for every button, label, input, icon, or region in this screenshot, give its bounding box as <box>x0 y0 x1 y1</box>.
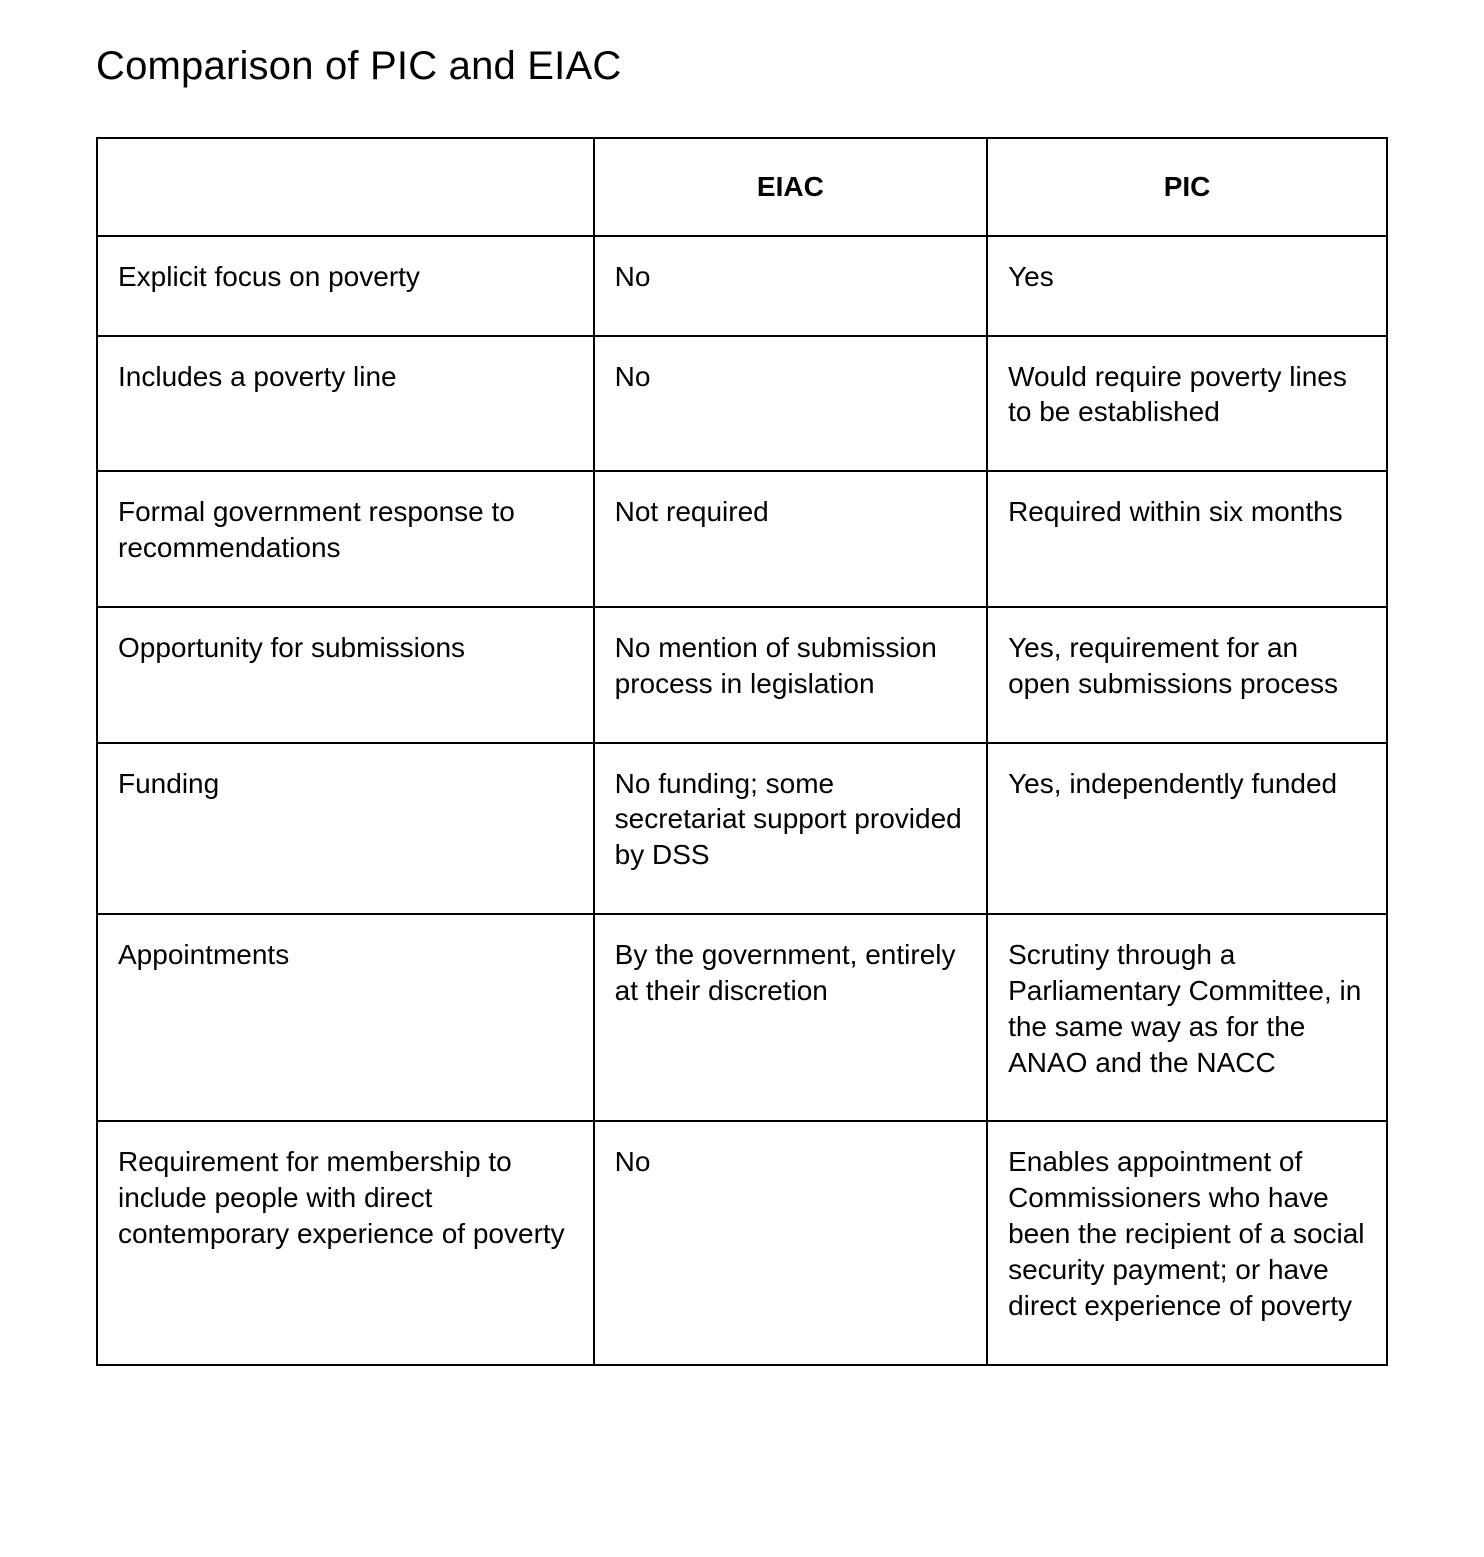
pic-cell: Yes <box>987 236 1387 336</box>
table-row: Funding No funding; some secretariat sup… <box>97 743 1387 914</box>
table-row: Appointments By the government, entirely… <box>97 914 1387 1121</box>
table-row: Explicit focus on poverty No Yes <box>97 236 1387 336</box>
pic-cell: Yes, independently funded <box>987 743 1387 914</box>
pic-cell: Would require poverty lines to be establ… <box>987 336 1387 472</box>
eiac-cell: No <box>594 1121 987 1364</box>
pic-cell: Enables appointment of Commissioners who… <box>987 1121 1387 1364</box>
eiac-cell: By the government, entirely at their dis… <box>594 914 987 1121</box>
criterion-cell: Formal government response to recommenda… <box>97 471 594 607</box>
pic-cell: Yes, requirement for an open submissions… <box>987 607 1387 743</box>
criterion-cell: Includes a poverty line <box>97 336 594 472</box>
eiac-cell: No funding; some secretariat support pro… <box>594 743 987 914</box>
criterion-cell: Appointments <box>97 914 594 1121</box>
page-title: Comparison of PIC and EIAC <box>96 44 1388 89</box>
criterion-cell: Opportunity for submissions <box>97 607 594 743</box>
comparison-table: EIAC PIC Explicit focus on poverty No Ye… <box>96 137 1388 1366</box>
table-header-pic: PIC <box>987 138 1387 236</box>
eiac-cell: No <box>594 336 987 472</box>
table-row: Requirement for membership to include pe… <box>97 1121 1387 1364</box>
criterion-cell: Requirement for membership to include pe… <box>97 1121 594 1364</box>
table-row: Opportunity for submissions No mention o… <box>97 607 1387 743</box>
table-header-blank <box>97 138 594 236</box>
pic-cell: Scrutiny through a Parliamentary Committ… <box>987 914 1387 1121</box>
eiac-cell: No <box>594 236 987 336</box>
criterion-cell: Funding <box>97 743 594 914</box>
criterion-cell: Explicit focus on poverty <box>97 236 594 336</box>
pic-cell: Required within six months <box>987 471 1387 607</box>
table-header-eiac: EIAC <box>594 138 987 236</box>
table-row: Formal government response to recommenda… <box>97 471 1387 607</box>
page-container: Comparison of PIC and EIAC EIAC PIC Expl… <box>0 0 1484 1446</box>
table-header-row: EIAC PIC <box>97 138 1387 236</box>
eiac-cell: Not required <box>594 471 987 607</box>
eiac-cell: No mention of submission process in legi… <box>594 607 987 743</box>
table-row: Includes a poverty line No Would require… <box>97 336 1387 472</box>
